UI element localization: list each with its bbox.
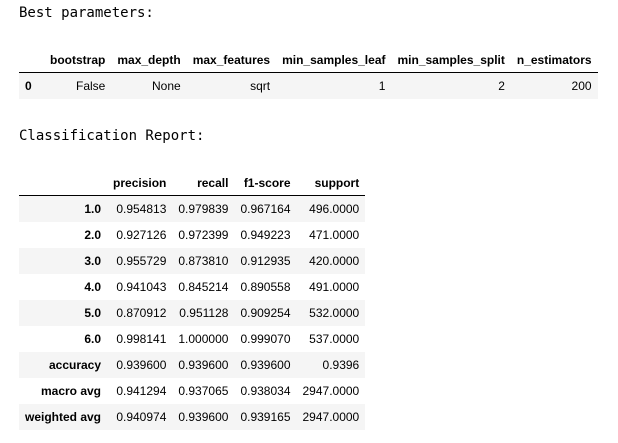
table-row: macro avg 0.941294 0.937065 0.938034 294… (19, 378, 365, 404)
row-index: 5.0 (84, 306, 102, 320)
table-row: 0 False None sqrt 1 2 200 (19, 72, 598, 99)
cell-f1-score: 0.890558 (240, 280, 291, 294)
column-header-min-samples-leaf: min_samples_leaf (276, 47, 392, 73)
row-index: 0 (25, 79, 32, 93)
column-header-n-estimators: n_estimators (510, 47, 598, 73)
cell-support: 491.0000 (309, 280, 360, 294)
best-parameters-table: bootstrap max_depth max_features min_sam… (19, 47, 598, 99)
index-header (19, 170, 108, 196)
cell-support: 496.0000 (309, 202, 360, 216)
best-parameters-heading: Best parameters: (19, 5, 154, 21)
table-row: 4.0 0.941043 0.845214 0.890558 491.0000 (19, 274, 365, 300)
cell-support: 2947.0000 (302, 384, 360, 398)
row-index: 2.0 (84, 228, 102, 242)
column-header-min-samples-split: min_samples_split (391, 47, 511, 73)
cell-max-depth: None (152, 79, 181, 93)
cell-max-features: sqrt (250, 79, 271, 93)
column-header-max-features: max_features (186, 47, 277, 73)
column-header-max-depth: max_depth (111, 47, 187, 73)
cell-support: 0.9396 (322, 358, 360, 372)
column-header-support: support (296, 170, 366, 196)
index-header (19, 47, 44, 73)
row-index: 6.0 (84, 332, 102, 346)
row-index: 1.0 (84, 202, 102, 216)
cell-support: 532.0000 (309, 306, 360, 320)
cell-recall: 0.873810 (178, 254, 229, 268)
cell-f1-score: 0.938034 (240, 384, 291, 398)
cell-precision: 0.998141 (116, 332, 167, 346)
cell-support: 2947.0000 (302, 410, 360, 424)
cell-support: 537.0000 (309, 332, 360, 346)
row-index: 4.0 (84, 280, 102, 294)
classification-report-heading: Classification Report: (19, 128, 205, 144)
table-row: 1.0 0.954813 0.979839 0.967164 496.0000 (19, 195, 366, 222)
table-row: 2.0 0.927126 0.972399 0.949223 471.0000 (19, 222, 365, 248)
cell-f1-score: 0.949223 (240, 228, 291, 242)
cell-recall: 0.939600 (178, 358, 229, 372)
cell-f1-score: 0.999070 (240, 332, 291, 346)
cell-precision: 0.955729 (116, 254, 167, 268)
cell-f1-score: 0.912935 (240, 254, 291, 268)
classification-report-table: precision recall f1-score support 1.0 0.… (19, 170, 366, 430)
cell-precision: 0.941294 (116, 384, 167, 398)
column-header-recall: recall (172, 170, 235, 196)
cell-min-samples-leaf: 1 (378, 79, 386, 93)
row-index: macro avg (40, 384, 102, 398)
cell-recall: 0.979839 (178, 202, 229, 216)
table-row: 6.0 0.998141 1.000000 0.999070 537.0000 (19, 326, 365, 352)
cell-recall: 0.972399 (178, 228, 229, 242)
column-header-precision: precision (107, 170, 173, 196)
table-row: 3.0 0.955729 0.873810 0.912935 420.0000 (19, 248, 366, 274)
table-row: 5.0 0.870912 0.951128 0.909254 532.0000 (19, 300, 366, 326)
column-header-f1-score: f1-score (234, 170, 297, 196)
cell-precision: 0.927126 (116, 228, 167, 242)
cell-precision: 0.941043 (116, 280, 167, 294)
cell-f1-score: 0.967164 (240, 202, 291, 216)
cell-bootstrap: False (76, 79, 106, 93)
cell-f1-score: 0.939600 (240, 358, 291, 372)
cell-recall: 0.937065 (178, 384, 229, 398)
row-index: accuracy (48, 358, 102, 372)
table-header-row: precision recall f1-score support (19, 170, 366, 196)
cell-support: 471.0000 (309, 228, 360, 242)
row-index: 3.0 (84, 254, 102, 268)
column-header-bootstrap: bootstrap (44, 47, 112, 73)
cell-precision: 0.940974 (116, 410, 167, 424)
cell-precision: 0.870912 (116, 306, 167, 320)
cell-precision: 0.954813 (116, 202, 167, 216)
table-row: accuracy 0.939600 0.939600 0.939600 0.93… (19, 352, 366, 378)
cell-f1-score: 0.909254 (240, 306, 291, 320)
cell-support: 420.0000 (309, 254, 360, 268)
cell-recall: 0.939600 (178, 410, 229, 424)
row-index: weighted avg (25, 410, 102, 424)
cell-recall: 0.951128 (179, 306, 229, 320)
table-row: weighted avg 0.940974 0.939600 0.939165 … (19, 404, 366, 430)
cell-precision: 0.939600 (116, 358, 167, 372)
cell-f1-score: 0.939165 (240, 410, 291, 424)
cell-recall: 1.000000 (178, 332, 229, 346)
cell-n-estimators: 200 (571, 79, 592, 93)
cell-recall: 0.845214 (178, 280, 229, 294)
cell-min-samples-split: 2 (498, 79, 505, 93)
table-header-row: bootstrap max_depth max_features min_sam… (19, 47, 598, 73)
